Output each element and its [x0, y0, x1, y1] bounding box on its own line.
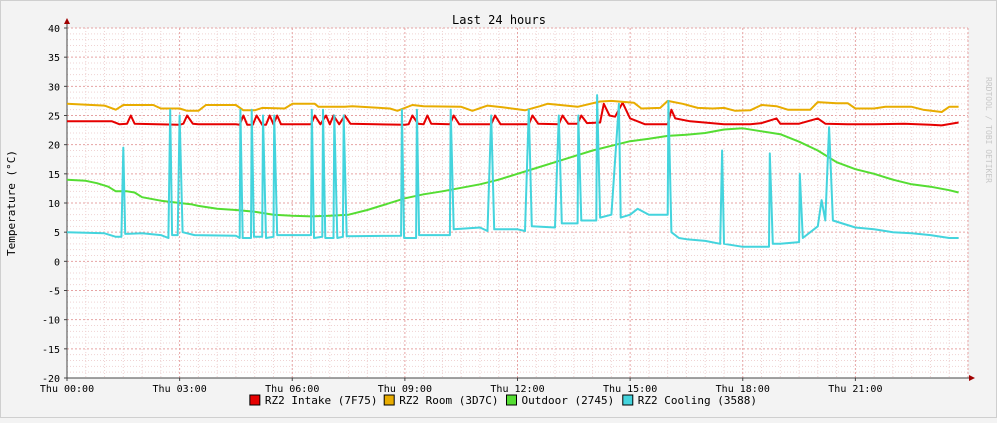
y-axis-label: Temperature (°C)	[5, 150, 18, 256]
y-tick-label: -20	[42, 374, 60, 385]
y-tick-label: 25	[48, 112, 60, 123]
legend-item: RZ2 Room (3D7C)	[383, 394, 499, 407]
x-tick-label: Thu 18:00	[716, 384, 770, 395]
y-axis-arrow	[64, 18, 70, 24]
y-tick-labels: 40 35 30 25 20 15 10 5 0 -5 -10 -15 -20	[42, 24, 67, 385]
y-tick-label: 40	[48, 24, 60, 35]
series-line	[66, 99, 959, 113]
legend-label: RZ2 Intake (7F75)	[265, 394, 378, 407]
x-axis-arrow	[969, 375, 975, 381]
x-tick-label: Thu 12:00	[490, 384, 544, 395]
y-tick-label: 30	[48, 82, 60, 93]
axes	[64, 18, 975, 381]
y-tick-label: 15	[48, 170, 60, 181]
watermark: RRDTOOL / TOBI OETIKER	[984, 77, 993, 183]
legend-swatch	[506, 394, 517, 406]
x-tick-label: Thu 03:00	[153, 384, 207, 395]
x-tick-label: Thu 00:00	[40, 384, 94, 395]
y-tick-label: -10	[42, 316, 60, 327]
legend-label: Outdoor (2745)	[522, 394, 615, 407]
chart-title: Last 24 hours	[452, 13, 546, 27]
series-line	[66, 94, 959, 248]
y-tick-label: 5	[54, 228, 60, 239]
legend-label: RZ2 Cooling (3588)	[638, 394, 757, 407]
x-tick-label: Thu 15:00	[603, 384, 657, 395]
x-tick-label: Thu 09:00	[378, 384, 432, 395]
y-tick-label: 35	[48, 53, 60, 64]
y-tick-label: 20	[48, 141, 60, 152]
series-line	[66, 127, 959, 218]
y-tick-label: -15	[42, 345, 60, 356]
y-tick-label: -5	[48, 287, 60, 298]
legend: RZ2 Intake (7F75) RZ2 Room (3D7C) Outdoor …	[249, 394, 757, 407]
grid	[66, 27, 969, 379]
legend-item: RZ2 Cooling (3588)	[622, 394, 757, 407]
series-group	[66, 94, 959, 248]
x-tick-label: Thu 21:00	[828, 384, 882, 395]
legend-item: RZ2 Intake (7F75)	[249, 394, 378, 407]
y-tick-label: 10	[48, 199, 60, 210]
y-tick-label: 0	[54, 257, 60, 268]
x-tick-labels: Thu 00:00 Thu 03:00 Thu 06:00 Thu 09:00 Thu …	[40, 378, 882, 395]
legend-swatch	[383, 394, 395, 406]
legend-swatch	[622, 394, 634, 406]
legend-swatch	[249, 394, 261, 406]
x-tick-label: Thu 06:00	[265, 384, 319, 395]
legend-item: Outdoor (2745)	[506, 394, 615, 407]
legend-label: RZ2 Room (3D7C)	[399, 394, 498, 407]
